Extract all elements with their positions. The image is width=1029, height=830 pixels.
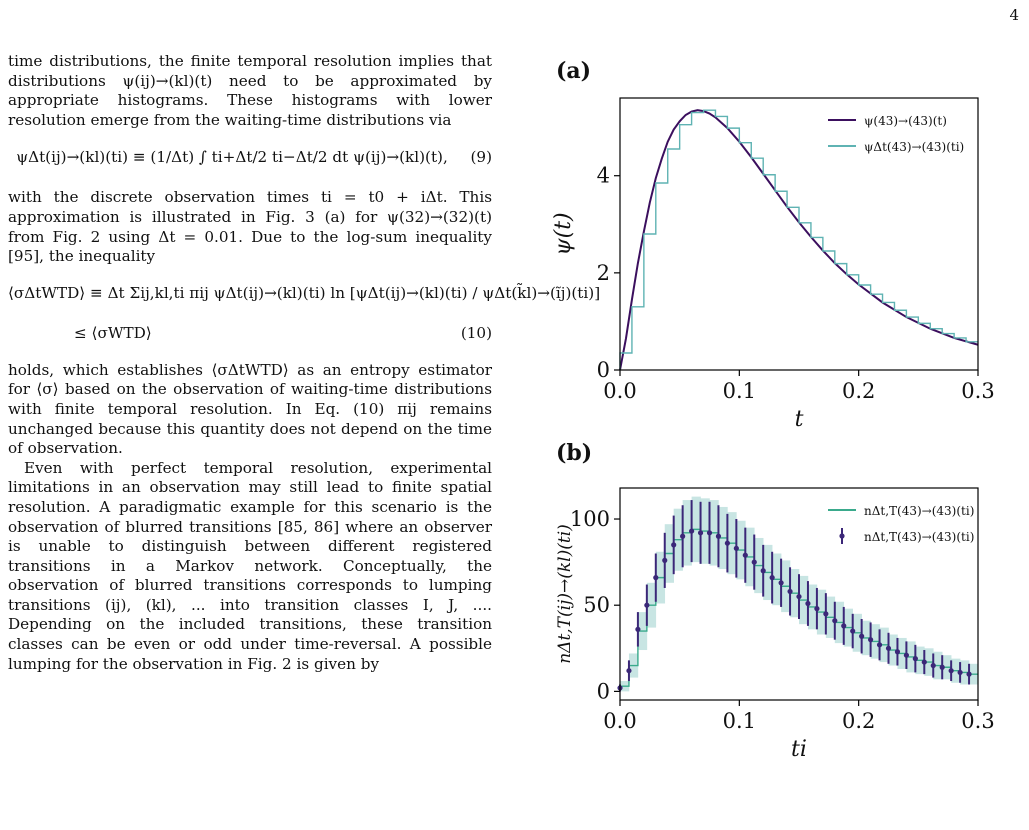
chart-b-legend-marker (839, 533, 845, 539)
chart-a-x-tick-label: 0.2 (842, 379, 875, 403)
chart-b-series-1-point (662, 557, 668, 563)
chart-b-series-1-point (689, 528, 695, 534)
chart-b-series-1-point (680, 533, 686, 539)
chart-b-series-1-point (805, 600, 811, 607)
chart-b-x-tick-label: 0.0 (603, 709, 636, 733)
paragraph-3: holds, which establishes ⟨σΔtWTD⟩ as an … (8, 360, 492, 458)
chart-a-y-tick-label: 4 (597, 164, 610, 188)
chart-b-series-1-point (787, 588, 793, 595)
chart-a-legend-label: ψΔt(43)→(43)(ti) (864, 140, 964, 154)
chart-b-series-1-point (894, 649, 901, 655)
chart-b-series-1-point (939, 664, 945, 670)
chart-b-series-1-point (876, 642, 883, 648)
chart-b-series-1-point (733, 545, 739, 551)
chart-b-series-1-point (635, 626, 641, 632)
chart-b-legend-label: nΔt,T(43)→(43)(ti) (864, 530, 974, 544)
chart-a-x-tick-label: 0.3 (961, 379, 994, 403)
chart-b-series-1-point (697, 530, 704, 536)
figure-3: (a) 0.0 0.1 0.2 0.3 0 2 4 t ψ(t) ψ(43)→(43)(t) ψΔt(… (551, 58, 995, 762)
chart-a-x-tick-label: 0.1 (723, 379, 756, 403)
chart-b-series-1-point (930, 662, 936, 669)
chart-b-series-1-point (760, 568, 766, 574)
chart-b-y-tick-label: 50 (583, 593, 610, 617)
chart-b-series-1-point (626, 668, 632, 674)
equation-9-number: (9) (470, 148, 492, 167)
chart-b-series-1-point (966, 671, 972, 677)
chart-a-y-tick-label: 2 (597, 261, 610, 285)
chart-b-series-1-point (778, 580, 784, 586)
chart-b-series-1-point (921, 659, 927, 665)
chart-b-y-axis-label: nΔt,T(ij)→(kl)(ti) (555, 524, 575, 664)
equation-10-line2: ≤ ⟨σWTD⟩ (74, 323, 152, 342)
chart-b-series-1-point (671, 542, 677, 548)
chart-b-axes-frame (619, 487, 979, 701)
chart-b-series-1-point (706, 530, 713, 536)
chart-a-x-tick-label: 0.0 (603, 379, 636, 403)
equation-9-body: ψΔt(ij)→(kl)(ti) ≡ (1/Δt) ∫ ti+Δt/2 ti−Δ… (16, 148, 448, 167)
chart-b-series-1-point (653, 575, 659, 581)
chart-b-legend-label: nΔt,T(43)→(43)(ti) (864, 504, 974, 518)
paragraph-1: time distributions, the finite temporal … (8, 52, 492, 129)
chart-a-x-axis-label: t (795, 407, 804, 432)
chart-b-series-1-point (724, 540, 730, 546)
chart-a-axes-frame (619, 97, 979, 371)
text-column: time distributions, the finite temporal … (8, 52, 600, 674)
chart-b-series-1-point (903, 652, 909, 658)
chart-b-series-1-point (823, 611, 829, 617)
chart-a-series-0-curve (619, 109, 979, 371)
page-number: 4 (1009, 6, 1019, 24)
chart-b-x-axis-label: ti (791, 737, 807, 762)
chart-b-x-tick-label: 0.2 (842, 709, 875, 733)
chart-a-series-1-step-line (619, 109, 978, 370)
chart-b-y-tick-label: 0 (597, 679, 610, 703)
chart-a-panel-label: (a) (556, 58, 591, 84)
chart-a-legend-label: ψ(43)→(43)(t) (864, 114, 947, 128)
chart-b-series-1-point (885, 645, 892, 651)
chart-b-series-1-point (850, 628, 856, 634)
chart-b-series-1-point (751, 559, 757, 565)
chart-b-series-1-point (859, 633, 865, 639)
paragraph-4: Even with perfect temporal resolution, e… (8, 458, 492, 673)
chart-b-series-1-point (796, 593, 802, 600)
chart-b-series-1-point (868, 637, 874, 643)
chart-b-panel-label: (b) (556, 440, 592, 466)
chart-b-series-1-point (814, 606, 820, 612)
chart-b-y-tick-label: 100 (570, 507, 610, 531)
chart-b-series-1-point (644, 602, 650, 608)
equation-9: ψΔt(ij)→(kl)(ti) ≡ (1/Δt) ∫ ti+Δt/2 ti−Δ… (8, 139, 492, 179)
chart-b-series-1-point (912, 656, 918, 662)
chart-b-series-1-point (948, 668, 954, 674)
chart-b-series-1-point (957, 669, 963, 676)
chart-b-series-1-point (841, 623, 847, 629)
chart-a-y-tick-label: 0 (597, 358, 610, 382)
paragraph-2: with the discrete observation times ti =… (8, 188, 492, 266)
chart-b-series-1-point (832, 618, 838, 624)
chart-b-series-1-point (769, 575, 775, 581)
equation-10-line1: ⟨σΔtWTD⟩ ≡ Δt Σij,kl,ti πij ψΔt(ij)→(kl)… (8, 283, 601, 302)
chart-a-y-axis-label: ψ(t) (551, 212, 576, 255)
equation-10: ⟨σΔtWTD⟩ ≡ Δt Σij,kl,ti πij ψΔt(ij)→(kl)… (8, 276, 600, 354)
chart-b-x-tick-label: 0.1 (723, 709, 756, 733)
equation-10-number: (10) (460, 323, 492, 342)
chart-b-series-1-point (742, 552, 748, 558)
chart-b-series-1-point (715, 533, 722, 539)
chart-b-x-tick-label: 0.3 (961, 709, 994, 733)
